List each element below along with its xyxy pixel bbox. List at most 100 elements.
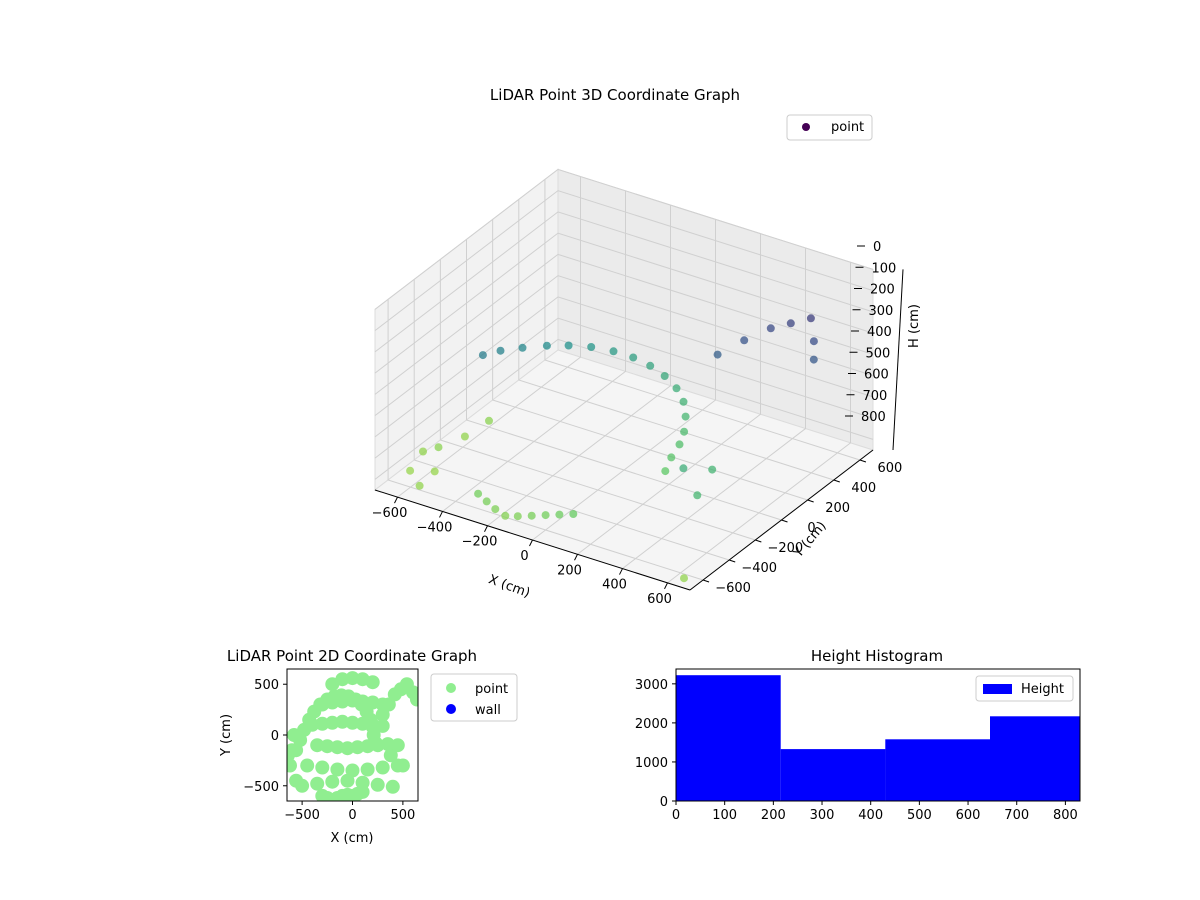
chart-3d-point xyxy=(672,384,681,393)
chart-3d-point xyxy=(518,343,527,352)
chart-3d-legend: point xyxy=(786,114,873,141)
chart-histogram-x-tick-label: 200 xyxy=(761,808,786,823)
chart-3d-x-tick xyxy=(574,554,578,561)
chart-3d-x-tick-label: −200 xyxy=(462,535,498,550)
chart-3d-point xyxy=(675,440,684,449)
chart-3d-point xyxy=(806,314,815,323)
chart-3d-y-tick xyxy=(807,499,814,503)
chart-histogram-title: Height Histogram xyxy=(811,647,943,665)
chart-3d-gridline-y xyxy=(387,299,704,581)
chart-2d-point xyxy=(360,762,375,777)
chart-3d-z-tick-label: 200 xyxy=(870,283,895,298)
chart-2d-x-label: X (cm) xyxy=(331,831,374,846)
chart-2d-point xyxy=(375,718,390,733)
chart-3d-gridline-z xyxy=(374,296,874,438)
chart-3d-gridline-z xyxy=(374,338,874,480)
chart-2d-x-tick-label: 0 xyxy=(348,808,356,823)
chart-3d-point xyxy=(786,319,795,328)
chart-3d-z-axis-line xyxy=(892,269,904,451)
chart-3d-point xyxy=(693,491,702,500)
chart-2d-point xyxy=(325,695,340,710)
chart-3d-z-tick-label: 500 xyxy=(866,346,891,361)
chart-3d: LiDAR Point 3D Coordinate Graph −600 −400… xyxy=(372,86,922,607)
chart-3d-point xyxy=(496,346,505,355)
chart-3d-gridline-x xyxy=(442,190,626,512)
chart-3d-point xyxy=(569,510,578,518)
chart-3d-legend-label-point: point xyxy=(831,120,864,135)
chart-histogram-x-tick-label: 300 xyxy=(810,808,835,823)
chart-2d-y-tick-label: −500 xyxy=(243,780,279,795)
chart-3d-point xyxy=(646,361,655,370)
chart-3d-gridline-x xyxy=(397,176,581,498)
chart-2d-point xyxy=(310,738,325,753)
chart-histogram-x-tick-label: 100 xyxy=(712,808,737,823)
chart-2d-legend-label-point: point xyxy=(475,682,508,697)
chart-3d-point xyxy=(809,337,818,346)
chart-3d-point xyxy=(661,467,670,476)
chart-3d-point xyxy=(713,350,722,359)
chart-2d-point xyxy=(295,778,310,793)
chart-histogram-x-tick-label: 0 xyxy=(672,808,680,823)
chart-histogram-y-tick-label: 1000 xyxy=(635,756,668,771)
chart-2d-point xyxy=(355,694,370,709)
chart-3d-points xyxy=(406,314,818,583)
chart-3d-point xyxy=(708,465,717,474)
chart-2d-y-label: Y (cm) xyxy=(219,714,234,757)
chart-3d-point xyxy=(513,512,522,521)
chart-2d-y-tick-label: 0 xyxy=(271,729,279,744)
chart-2d-point xyxy=(390,758,405,773)
chart-2d-point xyxy=(345,693,360,708)
chart-3d-z-tick-label: 100 xyxy=(872,261,897,276)
chart-histogram-legend-label: Height xyxy=(1021,682,1064,697)
chart-histogram-x-tick-label: 400 xyxy=(858,808,883,823)
chart-3d-point xyxy=(485,416,493,425)
chart-3d-point xyxy=(419,447,427,456)
chart-2d-point xyxy=(375,707,390,722)
chart-3d-gridline-x xyxy=(577,233,761,555)
chart-2d-point xyxy=(360,739,375,754)
chart-3d-gridline-z xyxy=(374,190,874,332)
chart-3d-x-tick-label: 0 xyxy=(520,549,528,564)
chart-2d-point xyxy=(335,672,350,687)
chart-3d-y-tick xyxy=(755,539,762,543)
chart-3d-x-tick xyxy=(394,496,398,504)
chart-3d-gridline-z xyxy=(374,253,874,395)
chart-2d-legend-marker-wall xyxy=(446,704,456,714)
chart-histogram-legend-box xyxy=(975,675,1074,702)
chart-3d-point xyxy=(474,489,483,498)
chart-2d: LiDAR Point 2D Coordinate Graph −500 0 500… xyxy=(219,647,518,846)
chart-3d-point xyxy=(527,511,536,520)
chart-3d-point xyxy=(609,347,618,356)
chart-3d-x-tick-label: 200 xyxy=(557,563,582,578)
chart-3d-x-tick-label: 400 xyxy=(602,578,627,593)
chart-2d-point xyxy=(335,714,350,729)
chart-histogram-ticks: 0 100 200 300 400 500 600 700 800 0 1000 2000 3000 xyxy=(635,678,1078,823)
chart-3d-point xyxy=(629,353,638,362)
chart-2d-point xyxy=(345,715,360,730)
chart-histogram-y-tick-label: 3000 xyxy=(635,678,668,693)
chart-3d-legend-marker-point xyxy=(802,123,810,131)
chart-3d-gridline-z xyxy=(374,168,874,310)
chart-3d-point xyxy=(681,412,690,421)
chart-3d-point xyxy=(740,336,749,345)
chart-3d-x-tick xyxy=(439,511,443,518)
chart-3d-y-tick xyxy=(859,459,867,463)
chart-3d-x-tick xyxy=(484,525,488,532)
chart-3d-gridline-y xyxy=(413,279,730,561)
chart-2d-point xyxy=(370,738,385,753)
chart-2d-point xyxy=(370,777,385,792)
chart-histogram-legend-swatch xyxy=(983,684,1012,694)
chart-2d-point xyxy=(300,758,315,773)
chart-3d-point xyxy=(541,511,550,520)
chart-3d-z-tick-label: 300 xyxy=(869,304,894,319)
chart-2d-point xyxy=(330,762,345,777)
chart-histogram-bar xyxy=(885,739,990,801)
chart-2d-title: LiDAR Point 2D Coordinate Graph xyxy=(227,647,477,665)
chart-2d-point xyxy=(345,671,360,686)
chart-histogram-y-tick-label: 2000 xyxy=(635,717,668,732)
chart-2d-point xyxy=(375,760,390,775)
chart-3d-gridline-y xyxy=(492,219,808,501)
chart-3d-point xyxy=(564,341,573,350)
chart-histogram-bars xyxy=(676,675,1080,801)
